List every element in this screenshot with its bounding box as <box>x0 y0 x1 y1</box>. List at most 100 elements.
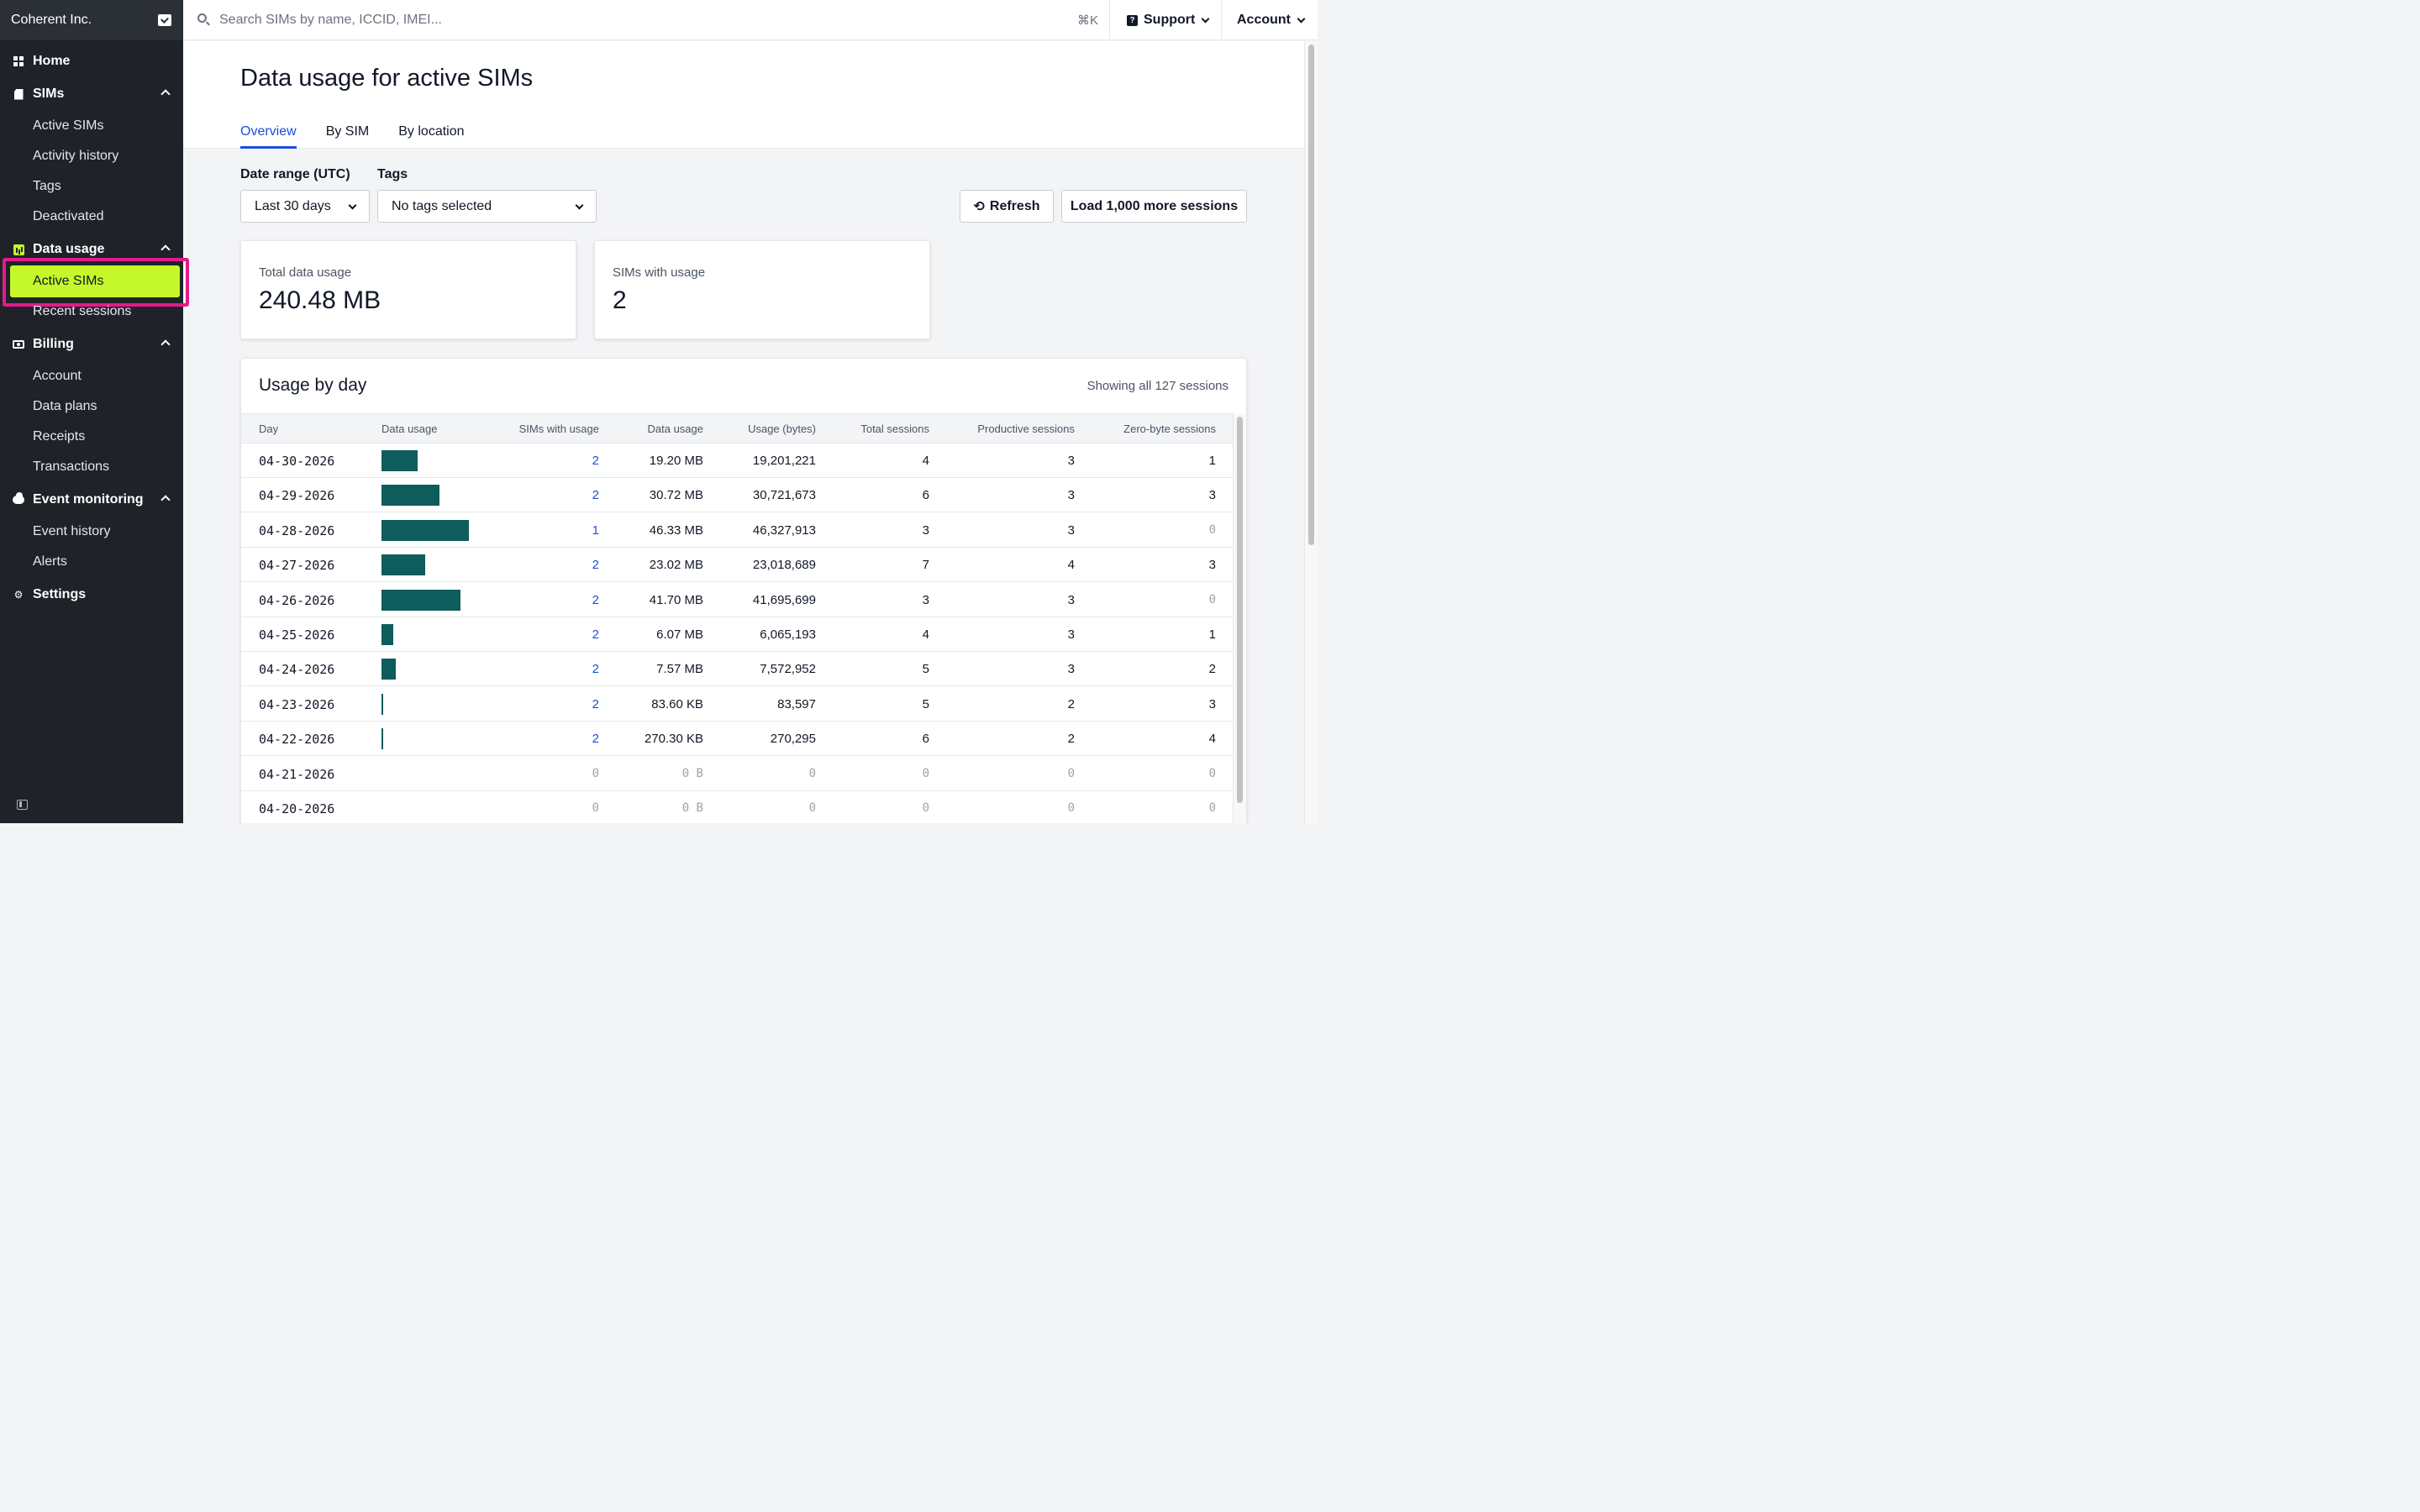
chevron-up-icon[interactable] <box>160 244 171 255</box>
column-header[interactable]: Data usage <box>647 423 704 435</box>
support-label: Support <box>1144 13 1196 27</box>
account-menu-button[interactable]: Account <box>1221 0 1318 40</box>
tab-overview[interactable]: Overview <box>240 115 297 149</box>
stat-label: SIMs with usage <box>613 265 706 280</box>
column-header[interactable]: Total sessions <box>860 423 929 435</box>
sims-cell[interactable]: 2 <box>592 662 599 677</box>
total-sessions-cell: 4 <box>922 454 929 468</box>
usage-cell: 6.07 MB <box>656 627 703 642</box>
productive-sessions-cell: 3 <box>1067 592 1075 607</box>
support-menu-button[interactable]: ? Support <box>1109 0 1222 40</box>
sidebar-collapse-icon[interactable] <box>17 800 28 810</box>
sidebar-item-deactivated[interactable]: Deactivated <box>33 209 104 223</box>
sims-cell[interactable]: 2 <box>592 696 599 711</box>
sidebar-item-activity-history[interactable]: Activity history <box>33 149 119 163</box>
scroll-thumb[interactable] <box>1237 417 1243 803</box>
sims-with-usage-card: SIMs with usage 2 <box>594 240 930 339</box>
search-input[interactable] <box>219 10 1026 30</box>
bytes-cell: 41,695,699 <box>752 592 816 607</box>
zero-byte-sessions-cell: 1 <box>1208 627 1216 642</box>
page-title: Data usage for active SIMs <box>240 65 534 92</box>
sidebar-item-tags[interactable]: Tags <box>33 179 61 193</box>
usage-cell: 46.33 MB <box>649 522 703 538</box>
total-sessions-cell: 3 <box>922 522 929 538</box>
date-range-label: Date range (UTC) <box>240 167 350 181</box>
column-header[interactable]: SIMs with usage <box>518 423 599 435</box>
shortcut-hint: ⌘K <box>1077 13 1099 28</box>
sims-cell: 0 <box>592 801 599 815</box>
total-sessions-cell: 6 <box>922 488 929 503</box>
total-sessions-cell: 5 <box>922 696 929 711</box>
sidebar-item-data-usage-active-sims[interactable]: Active SIMs <box>10 265 180 297</box>
sidebar-group-sims[interactable]: SIMs <box>0 79 183 109</box>
column-header[interactable]: Usage (bytes) <box>748 423 816 435</box>
day-cell: 04-27-2026 <box>259 558 335 574</box>
total-sessions-cell: 6 <box>922 732 929 747</box>
table-row: 04-27-2026 2 23.02 MB 23,018,689 7 4 3 <box>241 548 1234 583</box>
sims-cell: 0 <box>592 766 599 780</box>
total-sessions-cell: 5 <box>922 662 929 677</box>
refresh-icon: ⟲ <box>973 199 985 214</box>
zero-byte-sessions-cell: 3 <box>1208 558 1216 573</box>
table-header: Day Data usage SIMs with usage Data usag… <box>241 413 1234 444</box>
sidebar-item-settings[interactable]: ⚙ Settings <box>0 580 183 610</box>
sidebar-item-active-sims[interactable]: Active SIMs <box>33 118 104 133</box>
main-content: Data usage for active SIMs Overview By S… <box>183 41 1318 823</box>
chevron-up-icon[interactable] <box>160 495 171 505</box>
usage-bar <box>381 450 418 471</box>
column-header[interactable]: Productive sessions <box>977 423 1075 435</box>
sidebar-group-event-monitoring[interactable]: Event monitoring <box>0 485 183 515</box>
page-scrollbar[interactable] <box>1304 41 1318 823</box>
day-cell: 04-23-2026 <box>259 696 335 712</box>
org-switcher[interactable]: Coherent Inc. <box>0 0 183 40</box>
column-header[interactable]: Day <box>259 423 279 435</box>
tags-select[interactable]: No tags selected <box>377 190 597 223</box>
selection-highlight <box>3 258 189 307</box>
bytes-cell: 23,018,689 <box>752 558 816 573</box>
day-cell: 04-30-2026 <box>259 454 335 469</box>
load-more-button[interactable]: Load 1,000 more sessions <box>1061 190 1247 223</box>
sims-cell[interactable]: 2 <box>592 454 599 468</box>
sims-cell[interactable]: 2 <box>592 732 599 747</box>
sidebar-item-alerts[interactable]: Alerts <box>33 554 67 569</box>
sims-cell[interactable]: 1 <box>592 522 599 538</box>
table-row: 04-21-2026 0 0 B 0 0 0 0 <box>241 757 1234 791</box>
org-name: Coherent Inc. <box>11 13 92 27</box>
grid-icon <box>13 55 24 67</box>
sidebar-item-label: SIMs <box>33 87 65 101</box>
sidebar-item-transactions[interactable]: Transactions <box>33 459 109 474</box>
sidebar-item-account[interactable]: Account <box>33 369 82 383</box>
sidebar-item-recent-sessions[interactable]: Recent sessions <box>33 304 132 318</box>
day-cell: 04-21-2026 <box>259 766 335 782</box>
usage-cell: 83.60 KB <box>651 696 703 711</box>
chevron-up-icon[interactable] <box>160 339 171 349</box>
sims-cell[interactable]: 2 <box>592 592 599 607</box>
table-scrollbar[interactable] <box>1233 413 1246 823</box>
sim-card-icon <box>13 88 24 100</box>
sidebar-item-label: Settings <box>33 587 87 601</box>
scroll-thumb[interactable] <box>1308 45 1314 545</box>
column-header[interactable]: Data usage <box>381 423 438 435</box>
productive-sessions-cell: 3 <box>1067 627 1075 642</box>
sidebar-item-event-history[interactable]: Event history <box>33 524 111 538</box>
tab-by-sim[interactable]: By SIM <box>325 124 370 139</box>
sidebar-item-receipts[interactable]: Receipts <box>33 429 86 444</box>
sidebar-group-data-usage[interactable]: Data usage <box>0 234 183 265</box>
productive-sessions-cell: 2 <box>1067 732 1075 747</box>
briefcase-icon[interactable] <box>158 14 171 26</box>
date-range-select[interactable]: Last 30 days <box>240 190 370 223</box>
sims-cell[interactable]: 2 <box>592 627 599 642</box>
column-header[interactable]: Zero-byte sessions <box>1123 423 1216 435</box>
tab-by-location[interactable]: By location <box>398 124 465 139</box>
sims-cell[interactable]: 2 <box>592 488 599 503</box>
sidebar-group-billing[interactable]: Billing <box>0 329 183 360</box>
chevron-up-icon[interactable] <box>160 89 171 99</box>
sidebar-item-data-plans[interactable]: Data plans <box>33 399 97 413</box>
sidebar-item-home[interactable]: Home <box>0 46 183 76</box>
usage-cell: 270.30 KB <box>644 732 703 747</box>
table-row: 04-20-2026 0 0 B 0 0 0 0 <box>241 791 1234 823</box>
usage-by-day-card: Usage by day Showing all 127 sessions Da… <box>240 358 1247 823</box>
sims-cell[interactable]: 2 <box>592 558 599 573</box>
cloud-icon <box>13 492 24 506</box>
refresh-button[interactable]: ⟲ Refresh <box>960 190 1054 223</box>
